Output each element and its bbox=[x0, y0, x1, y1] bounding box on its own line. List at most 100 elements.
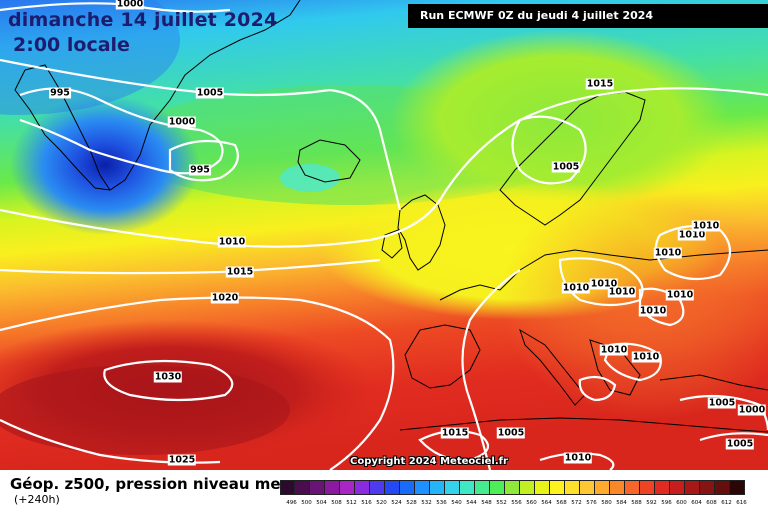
azores-core bbox=[0, 365, 290, 455]
forecast-map-canvas bbox=[0, 0, 768, 470]
color-scale-label: 512 bbox=[346, 500, 357, 506]
scandinavia-coast bbox=[499, 91, 646, 226]
isobar-label: 1005 bbox=[725, 438, 755, 450]
model-run-banner: Run ECMWF 0Z du jeudi 4 juillet 2024 bbox=[408, 4, 768, 28]
forecast-time-title: 2:00 locale bbox=[13, 34, 130, 56]
color-scale-swatch bbox=[580, 480, 595, 495]
color-scale-swatch bbox=[685, 480, 700, 495]
color-scale-swatch bbox=[640, 480, 655, 495]
color-scale-label: 584 bbox=[616, 500, 627, 506]
color-scale-label: 528 bbox=[406, 500, 417, 506]
color-scale-label: 548 bbox=[481, 500, 492, 506]
color-scale-label: 544 bbox=[466, 500, 477, 506]
color-scale-label: 532 bbox=[421, 500, 432, 506]
color-scale-label: 516 bbox=[361, 500, 372, 506]
color-scale-swatch bbox=[475, 480, 490, 495]
color-scale-swatch bbox=[460, 480, 475, 495]
field-title: Géop. z500, pression niveau mer bbox=[10, 475, 288, 493]
color-scale-swatch bbox=[700, 480, 715, 495]
isobar-label: 1010 bbox=[561, 282, 591, 294]
isobar-label: 1005 bbox=[195, 87, 225, 99]
weather-map: dimanche 14 juillet 2024 2:00 locale Run… bbox=[0, 0, 768, 470]
isobar-label: 1015 bbox=[585, 78, 615, 90]
color-scale-swatch bbox=[595, 480, 610, 495]
isobar-label: 1005 bbox=[496, 427, 526, 439]
copyright-notice: Copyright 2024 Meteociel.fr bbox=[350, 456, 508, 467]
greenland-coast bbox=[24, 0, 301, 191]
forecast-date-title: dimanche 14 juillet 2024 bbox=[8, 9, 278, 31]
isobar-label: 1005 bbox=[551, 161, 581, 173]
color-scale-label: 552 bbox=[496, 500, 507, 506]
color-scale-swatch bbox=[370, 480, 385, 495]
iberia-coast bbox=[404, 324, 481, 389]
color-scale-swatch bbox=[505, 480, 520, 495]
color-scale-swatch bbox=[385, 480, 400, 495]
color-scale-swatch bbox=[490, 480, 505, 495]
isobar-label: 1025 bbox=[167, 454, 197, 466]
color-scale-swatch bbox=[430, 480, 445, 495]
isobar-label: 1010 bbox=[665, 289, 695, 301]
color-scale-label: 508 bbox=[331, 500, 342, 506]
isobar-label: 1010 bbox=[638, 305, 668, 317]
isobar-label: 1030 bbox=[153, 371, 183, 383]
isobar-label: 995 bbox=[189, 164, 211, 176]
iceland-cyan-spot bbox=[280, 164, 340, 192]
color-scale-label: 560 bbox=[526, 500, 537, 506]
color-scale-label: 592 bbox=[646, 500, 657, 506]
map-footer: Géop. z500, pression niveau mer (+240h) … bbox=[0, 470, 768, 512]
color-scale-swatch bbox=[610, 480, 625, 495]
isobar-label: 1010 bbox=[677, 229, 707, 241]
isobar-label: 1010 bbox=[563, 452, 593, 464]
greenland-low bbox=[10, 95, 200, 235]
isobar-label: 1000 bbox=[115, 0, 145, 10]
iceland-coast bbox=[297, 139, 361, 183]
isobar-label: 1000 bbox=[737, 404, 767, 416]
isobar-label: 1010 bbox=[599, 344, 629, 356]
isobar-label: 1010 bbox=[217, 236, 247, 248]
color-scale-swatch bbox=[310, 480, 325, 495]
italy-coast bbox=[519, 328, 586, 406]
color-scale-label: 580 bbox=[601, 500, 612, 506]
color-scale-label: 596 bbox=[661, 500, 672, 506]
color-scale-bar bbox=[280, 480, 745, 495]
color-scale-label: 500 bbox=[301, 500, 312, 506]
lead-time: (+240h) bbox=[14, 493, 60, 506]
isobar-label: 1015 bbox=[440, 427, 470, 439]
color-scale-swatch bbox=[355, 480, 370, 495]
color-scale-label: 536 bbox=[436, 500, 447, 506]
isobar-label: 1010 bbox=[589, 278, 619, 290]
color-scale-label: 604 bbox=[691, 500, 702, 506]
isobar-label: 1010 bbox=[691, 220, 721, 232]
color-scale-label: 564 bbox=[541, 500, 552, 506]
isobar-label: 995 bbox=[49, 87, 71, 99]
color-scale-swatch bbox=[625, 480, 640, 495]
north-blue-zone bbox=[0, 0, 180, 115]
color-scale-label: 572 bbox=[571, 500, 582, 506]
color-scale-label: 496 bbox=[286, 500, 297, 506]
color-scale-swatch bbox=[520, 480, 535, 495]
color-scale-swatch bbox=[565, 480, 580, 495]
color-scale-swatch bbox=[295, 480, 310, 495]
color-scale-labels: 496 500 504 508 512 516 520 524 528 532 536 540 544 5… bbox=[284, 499, 749, 507]
color-scale-label: 568 bbox=[556, 500, 567, 506]
color-scale-label: 608 bbox=[706, 500, 717, 506]
color-scale-label: 600 bbox=[676, 500, 687, 506]
color-scale-label: 576 bbox=[586, 500, 597, 506]
color-scale-swatch bbox=[655, 480, 670, 495]
isobar-label: 1015 bbox=[225, 266, 255, 278]
color-scale-swatch bbox=[340, 480, 355, 495]
color-scale-label: 520 bbox=[376, 500, 387, 506]
isobar-label: 1010 bbox=[607, 286, 637, 298]
color-scale-swatch bbox=[280, 480, 295, 495]
color-scale-swatch bbox=[730, 480, 745, 495]
color-scale-swatch bbox=[400, 480, 415, 495]
color-scale-swatch bbox=[415, 480, 430, 495]
color-scale-swatch bbox=[715, 480, 730, 495]
turkey-coast bbox=[659, 374, 768, 391]
color-scale-swatch bbox=[445, 480, 460, 495]
color-scale-swatch bbox=[325, 480, 340, 495]
isobar-label: 1020 bbox=[210, 292, 240, 304]
color-scale-label: 616 bbox=[736, 500, 747, 506]
britain-coast bbox=[397, 194, 446, 271]
ireland-coast bbox=[381, 229, 403, 259]
